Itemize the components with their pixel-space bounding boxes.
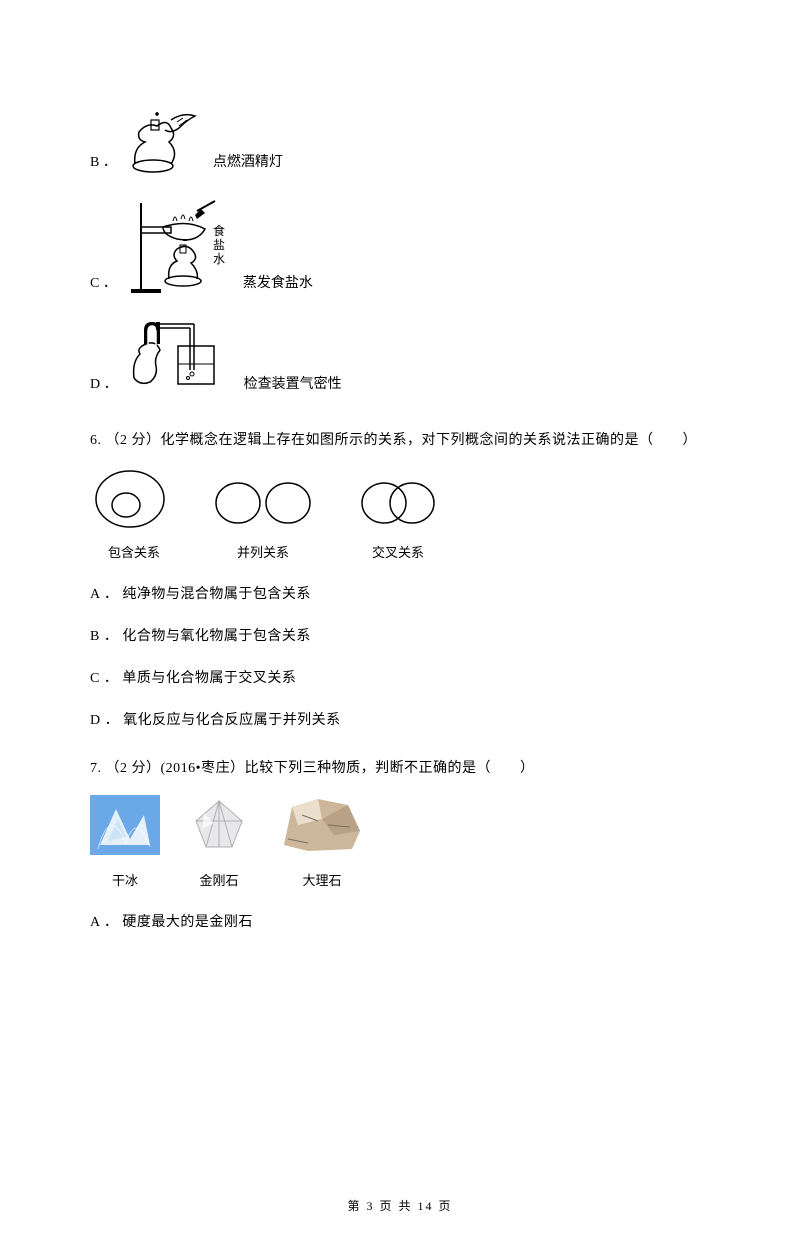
option-d-text: 检查装置气密性: [244, 373, 342, 393]
svg-text:盐: 盐: [213, 238, 225, 252]
svg-text:食: 食: [213, 223, 225, 238]
intersect-diagram: 交叉关系: [348, 467, 448, 561]
option-d-label: D ．: [90, 373, 118, 393]
alcohol-lamp-figure: [127, 110, 205, 179]
intersect-label: 交叉关系: [348, 542, 448, 561]
q6-option-c: C ． 单质与化合物属于交叉关系: [90, 667, 710, 687]
svg-text:水: 水: [213, 252, 225, 266]
inclusion-label: 包含关系: [90, 542, 178, 561]
option-d-row: D ． 检查装置气密性: [90, 318, 710, 401]
dry-ice-cell: 干冰: [90, 795, 160, 889]
option-b-text: 点燃酒精灯: [213, 151, 283, 171]
marble-label: 大理石: [278, 870, 366, 889]
option-b-label: B ．: [90, 151, 117, 171]
q6-diagram-row: 包含关系 并列关系 交叉关系: [90, 467, 710, 561]
q6-option-b: B ． 化合物与氧化物属于包含关系: [90, 625, 710, 645]
airtightness-figure: [128, 318, 236, 401]
option-b-row: B ． 点燃酒精灯: [90, 110, 710, 179]
page-footer: 第 3 页 共 14 页: [0, 1197, 800, 1214]
diamond-label: 金刚石: [184, 870, 254, 889]
option-c-label: C ．: [90, 272, 117, 292]
option-c-text: 蒸发食盐水: [243, 272, 313, 292]
diamond-cell: 金刚石: [184, 795, 254, 889]
question-7-text: 7. （2 分）(2016•枣庄）比较下列三种物质，判断不正确的是（ ）: [90, 757, 710, 777]
dry-ice-label: 干冰: [90, 870, 160, 889]
evaporation-figure: 食 盐 水: [127, 197, 235, 300]
marble-cell: 大理石: [278, 795, 366, 889]
q7-materials-row: 干冰 金刚石 大理石: [90, 795, 710, 889]
parallel-label: 并列关系: [208, 542, 318, 561]
inclusion-diagram: 包含关系: [90, 467, 178, 561]
q6-option-d: D ． 氧化反应与化合反应属于并列关系: [90, 709, 710, 729]
q7-option-a: A ． 硬度最大的是金刚石: [90, 911, 710, 931]
option-c-row: C ． 食 盐 水 蒸发食盐水: [90, 197, 710, 300]
parallel-diagram: 并列关系: [208, 467, 318, 561]
q6-option-a: A ． 纯净物与混合物属于包含关系: [90, 583, 710, 603]
question-6-text: 6. （2 分）化学概念在逻辑上存在如图所示的关系，对下列概念间的关系说法正确的…: [90, 429, 710, 449]
